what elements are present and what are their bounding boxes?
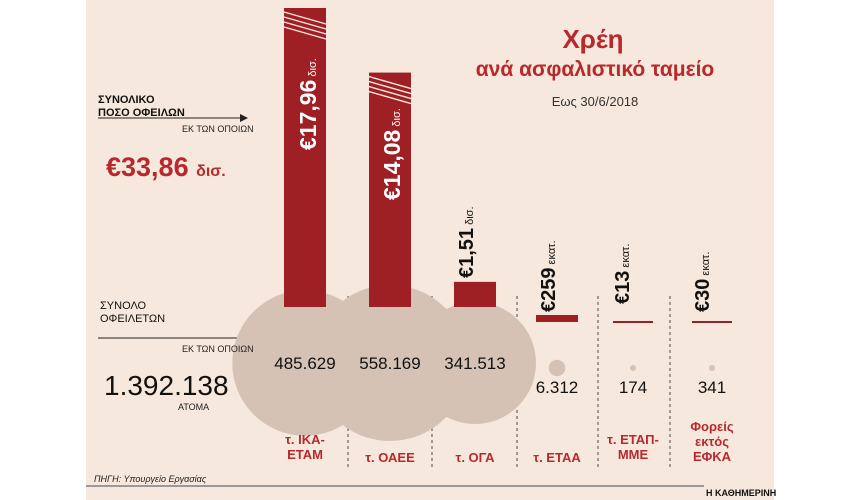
bar-value-amount: €17,96: [294, 79, 321, 150]
bar-top-stripe: [283, 26, 327, 40]
debtors-circle: [630, 365, 636, 371]
total-debt-unit: δισ.: [196, 163, 226, 180]
total-debt-amount: €33,86: [106, 152, 189, 182]
total-debt-sublabel: ΕΚ ΤΩΝ ΟΠΟΙΩΝ: [182, 124, 254, 134]
bar-top-stripe: [283, 16, 327, 30]
total-debtors-value: 1.392.138: [104, 370, 229, 401]
bar-top-stripe: [368, 80, 412, 95]
bar-value-unit: εκατ.: [546, 240, 558, 268]
total-debt-value: €33,86 δισ.: [106, 152, 226, 183]
fund-name-line: ΜΜΕ: [617, 447, 649, 462]
fund-name-line: τ. ΕΤΑΠ-: [607, 432, 659, 447]
fund-name-label: τ. ΟΓΑ: [430, 450, 520, 465]
bar-value-label: €17,96 δισ.: [295, 58, 322, 150]
bar-value-label: €259 εκατ.: [538, 240, 561, 312]
fund-name-line: ΕΦΚΑ: [692, 449, 732, 464]
debtors-circle: [413, 301, 537, 425]
bar-value-unit: εκατ.: [620, 243, 632, 271]
fund-name-label: τ. ΕΤΑΑ: [512, 450, 602, 465]
fund-name-line: Φορείς: [690, 419, 734, 434]
source-note: ΠΗΓΗ: Υπουργείο Εργασίας: [94, 474, 207, 484]
fund-name-label: τ. ΟΑΕΕ: [345, 450, 435, 465]
fund-name-line: εκτός: [695, 434, 729, 449]
bar-value-label: €14,08 δισ.: [379, 108, 406, 200]
fund-name-line: ΕΤΑΜ: [287, 447, 323, 462]
total-debtors-label-line2: ΟΦΕΙΛΕΤΩΝ: [100, 313, 166, 325]
bar-value-amount: €1,51: [456, 227, 478, 278]
bar-value-amount: €14,08: [378, 129, 405, 200]
debtors-count-label: 174: [618, 378, 648, 397]
debtors-circle: [548, 359, 566, 377]
debtors-circle: [709, 365, 715, 371]
fund-name-label: Φορείς εκτός ΕΦΚΑ: [667, 419, 757, 464]
total-debt-label-line1: ΣΥΝΟΛΙΚΟ: [98, 94, 155, 106]
bar-value-amount: €13: [612, 270, 634, 304]
bar-value-unit: εκατ.: [700, 251, 712, 279]
total-debtors-unit: ΑΤΟΜΑ: [178, 402, 210, 412]
bar-value-amount: €259: [538, 267, 560, 313]
debtors-count-label: 341.513: [444, 354, 506, 373]
bar-top-stripe: [283, 21, 327, 35]
publisher-label: Η ΚΑΘΗΜΕΡΙΝΗ: [706, 488, 777, 498]
debt-bar: [692, 321, 732, 323]
fund-name-label: τ. ΕΤΑΠ- ΜΜΕ: [588, 432, 678, 462]
arrow-head-debt: [240, 114, 248, 122]
chart-title: Χρέη: [562, 24, 624, 54]
bar-top-stripe: [368, 90, 412, 105]
date-label: Εως 30/6/2018: [551, 94, 639, 109]
debtors-count-label: 6.312: [535, 378, 579, 397]
total-debtors-sublabel: ΕΚ ΤΩΝ ΟΠΟΙΩΝ: [182, 344, 254, 354]
chart-subtitle: ανά ασφαλιστικό ταμείο: [475, 58, 715, 81]
bar-value-amount: €30: [692, 278, 714, 312]
debtors-count-label: 341: [697, 378, 727, 397]
debt-bar: [284, 8, 326, 307]
bar-top-stripe: [368, 75, 412, 90]
debtors-count-label: 485.629: [274, 354, 336, 373]
total-debtors-label: ΣΥΝΟΛΟ ΟΦΕΙΛΕΤΩΝ: [100, 300, 165, 326]
bar-value-unit: δισ.: [390, 108, 403, 130]
debtors-count-label: 558.169: [359, 354, 421, 373]
bar-value-unit: δισ.: [464, 206, 476, 228]
total-debt-label-line2: ΠΟΣΟ ΟΦΕΙΛΩΝ: [98, 107, 185, 119]
debt-bar: [454, 281, 496, 307]
debt-bar: [536, 315, 578, 322]
bar-top-stripe: [283, 11, 327, 25]
bar-value-label: €13 εκατ.: [612, 244, 635, 304]
bar-value-unit: δισ.: [306, 58, 319, 80]
total-debt-label: ΣΥΝΟΛΙΚΟ ΠΟΣΟ ΟΦΕΙΛΩΝ: [98, 94, 185, 120]
total-debtors-label-line1: ΣΥΝΟΛΟ: [100, 300, 147, 312]
bar-top-stripe: [368, 85, 412, 100]
debt-bar: [369, 72, 411, 307]
fund-name-line: τ. ΟΓΑ: [455, 450, 495, 465]
bar-value-label: €30 εκατ.: [692, 252, 715, 312]
fund-name-line: τ. ΟΑΕΕ: [365, 450, 415, 465]
bar-value-label: €1,51 δισ.: [456, 206, 479, 278]
debt-bar: [613, 321, 653, 323]
fund-name-label: τ. ΙΚΑ- ΕΤΑΜ: [260, 432, 350, 462]
fund-name-line: τ. ΕΤΑΑ: [533, 450, 581, 465]
fund-name-line: τ. ΙΚΑ-: [285, 432, 325, 447]
